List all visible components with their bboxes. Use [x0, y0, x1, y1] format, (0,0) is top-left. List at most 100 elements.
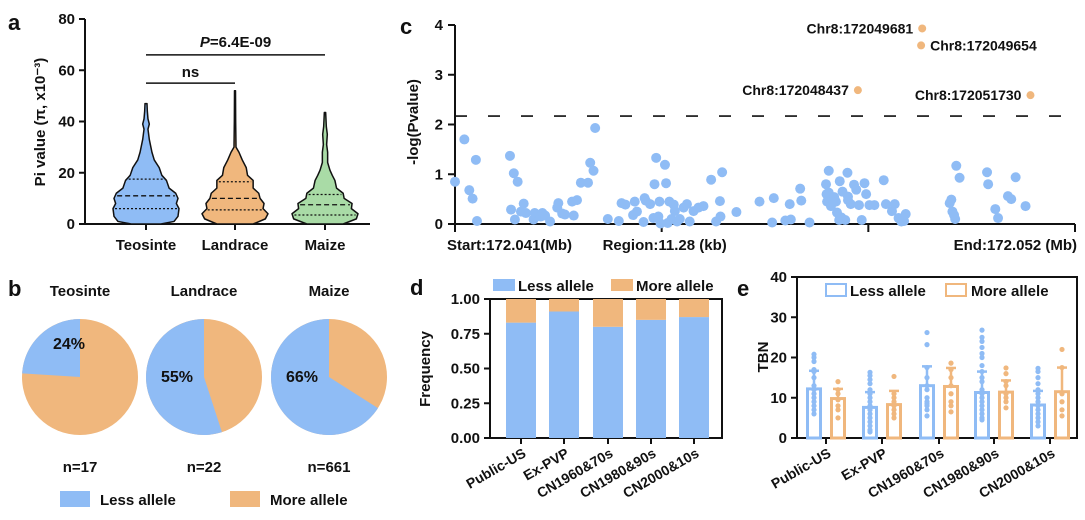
- snp-point: [821, 179, 832, 190]
- panel-e-y-tick-label: 30: [770, 309, 787, 326]
- data-point: [867, 411, 873, 417]
- data-point: [891, 373, 897, 380]
- panel-c-y-axis-label: -log(Pvalue): [405, 79, 422, 165]
- panel-d-y-tick-label: 0.25: [451, 395, 480, 412]
- data-point: [1059, 413, 1065, 419]
- bar-more-allele: [593, 299, 623, 327]
- snp-point: [471, 216, 482, 227]
- snp-point: [993, 213, 1004, 224]
- data-point: [1035, 407, 1041, 413]
- legend-swatch-more-allele: [611, 279, 633, 291]
- snp-point: [459, 134, 470, 145]
- data-point: [867, 381, 873, 387]
- panel-e-y-tick-label: 10: [770, 390, 787, 407]
- legend-label-more-allele: More allele: [636, 278, 714, 295]
- data-point: [811, 387, 817, 393]
- panel-letter-d: d: [410, 275, 423, 300]
- snp-point: [602, 214, 613, 225]
- data-point: [924, 342, 930, 348]
- data-point: [867, 407, 873, 413]
- snp-point: [520, 208, 531, 219]
- legend-label-less-allele: Less allele: [518, 278, 594, 295]
- snp-point: [840, 215, 851, 226]
- panel-d-y-axis-label: Frequency: [417, 330, 434, 407]
- panel-d-y-tick-label: 0.75: [451, 326, 480, 343]
- panel-e-x-tick-label: Public-US: [768, 445, 833, 492]
- pie-slice-less-allele: [22, 319, 81, 377]
- data-point: [1035, 368, 1041, 375]
- snp-point: [768, 193, 779, 204]
- data-point: [1059, 407, 1065, 413]
- data-point: [811, 391, 817, 397]
- snp-point: [845, 199, 856, 210]
- snp-point: [583, 177, 594, 188]
- snp-point: [834, 176, 845, 187]
- data-point: [979, 338, 985, 344]
- snp-point: [861, 189, 872, 200]
- panel-a-y-tick-label: 40: [58, 114, 75, 131]
- snp-point: [585, 157, 596, 168]
- data-point: [867, 419, 873, 425]
- data-point: [1003, 399, 1009, 405]
- snp-point: [553, 198, 564, 209]
- data-point: [979, 344, 985, 351]
- snp-point: [470, 154, 481, 165]
- data-point: [1059, 391, 1065, 397]
- data-point: [1035, 391, 1041, 397]
- data-point: [979, 391, 985, 397]
- panel-a-violin-chart: Pi value (π, x10⁻³) 0 20 40 60 80 Teosinte Lan…: [32, 11, 370, 254]
- snp-point: [796, 195, 807, 206]
- panel-a-y-tick-label: 60: [58, 62, 75, 79]
- snp-point: [661, 178, 672, 189]
- significance-label-ns: ns: [182, 64, 200, 81]
- snp-point: [767, 217, 778, 228]
- data-point: [979, 354, 985, 361]
- panel-letter-e: e: [737, 276, 749, 301]
- data-point: [891, 415, 897, 421]
- panel-a-x-tick-label: Maize: [305, 237, 346, 254]
- data-point: [867, 395, 873, 401]
- data-point: [979, 387, 985, 393]
- data-point: [835, 379, 841, 385]
- data-point: [867, 399, 873, 405]
- data-point: [835, 403, 841, 409]
- panel-d-x-tick-label: Public-US: [463, 445, 528, 492]
- data-point: [948, 391, 954, 397]
- snp-point: [649, 179, 660, 190]
- data-point: [948, 403, 954, 409]
- data-point: [924, 383, 930, 389]
- data-point: [979, 362, 985, 369]
- data-point: [1035, 381, 1041, 387]
- snp-point: [731, 207, 742, 218]
- bar-more-allele: [636, 299, 666, 320]
- panel-a-x-tick-label: Teosinte: [116, 237, 177, 254]
- snp-point: [950, 214, 961, 225]
- bar-more-allele: [549, 299, 579, 312]
- data-point: [948, 399, 954, 405]
- data-point: [867, 423, 873, 429]
- data-point: [811, 354, 817, 361]
- panel-c-x-label-start: Start:172.041(Mb): [447, 237, 572, 254]
- snp-point: [467, 193, 478, 204]
- data-point: [1059, 346, 1065, 353]
- bar-less-allele: [636, 319, 666, 438]
- data-point: [979, 350, 985, 357]
- snp-point: [851, 184, 862, 195]
- snp-point: [717, 167, 728, 178]
- legend-swatch-less-allele: [60, 491, 90, 507]
- pie-sample-size: n=661: [308, 459, 351, 476]
- snp-point: [859, 178, 870, 189]
- data-point: [1035, 415, 1041, 421]
- data-point: [835, 391, 841, 397]
- panel-c-y-tick-label: 1: [435, 166, 443, 183]
- snp-point: [853, 200, 864, 211]
- pie-slice-less-allele: [270, 319, 378, 436]
- data-point: [948, 366, 954, 373]
- data-point: [867, 415, 873, 421]
- snp-point: [575, 177, 586, 188]
- data-point: [924, 364, 930, 371]
- data-point: [924, 329, 930, 336]
- pie-sample-size: n=22: [187, 459, 222, 476]
- snp-point: [509, 214, 520, 225]
